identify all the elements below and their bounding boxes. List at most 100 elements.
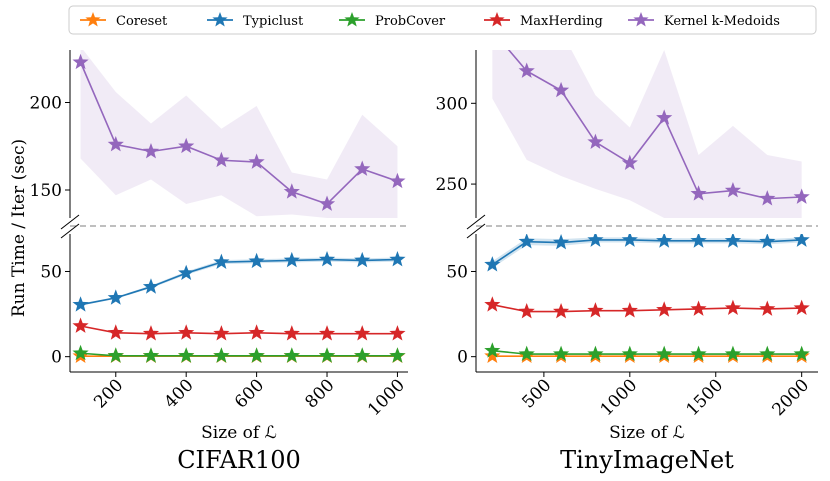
point-probcover: [484, 342, 501, 358]
point-kernel-k-medoids: [656, 109, 673, 125]
point-typiclust: [248, 252, 265, 269]
point-maxherding: [142, 325, 160, 341]
point-maxherding: [793, 299, 810, 315]
point-kernel-k-medoids: [213, 151, 230, 168]
point-typiclust: [318, 251, 336, 267]
axis-break-mark: [466, 223, 486, 239]
x-tick-label: 400: [161, 375, 198, 412]
x-tick-label: 600: [231, 375, 268, 412]
series-kernel-k-medoids: [507, 50, 810, 206]
point-maxherding: [354, 325, 371, 341]
point-maxherding: [283, 325, 300, 341]
legend-marker-star-icon: [212, 12, 228, 27]
point-maxherding: [518, 303, 535, 319]
point-maxherding: [484, 296, 501, 312]
panel-tinyimagenet: 250 300 0 50 500 1000 1500 2000 Size of ℒ TinyIma…: [436, 50, 818, 474]
series-probcover: [72, 344, 406, 363]
point-probcover: [552, 345, 570, 361]
y-tick-label: 250: [436, 175, 468, 195]
series-line-probcover: [492, 349, 802, 355]
point-typiclust: [690, 234, 707, 248]
band-typiclust: [80, 257, 398, 306]
y-tick-label: 0: [51, 348, 62, 368]
upper-plot-area: [72, 50, 406, 218]
point-kernel-k-medoids: [389, 172, 406, 189]
panel-cifar100: 150 200 0 50 200 400 600 800 1000 Size of ℒ CIFAR1…: [30, 50, 409, 474]
legend-label: Typiclust: [243, 14, 304, 29]
x-tick-label: 200: [90, 375, 127, 412]
point-probcover: [656, 345, 673, 361]
point-typiclust: [724, 234, 742, 248]
legend-label: Coreset: [116, 14, 168, 29]
point-maxherding: [389, 325, 406, 341]
point-maxherding: [72, 317, 89, 333]
y-tick-label: 300: [436, 94, 468, 114]
panel-title: CIFAR100: [177, 446, 301, 474]
point-kernel-k-medoids: [552, 81, 570, 98]
point-probcover: [142, 347, 160, 363]
legend-marker-star-icon: [633, 12, 649, 27]
x-tick-label: 2000: [769, 375, 814, 420]
series-typiclust: [484, 234, 810, 272]
series-maxherding: [484, 296, 810, 319]
legend: Coreset Typiclust ProbCover MaxHerding Kerne…: [68, 5, 817, 35]
point-typiclust: [518, 234, 535, 249]
point-kernel-k-medoids: [759, 190, 776, 206]
point-typiclust: [283, 251, 300, 268]
x-tick-label: 1000: [597, 375, 642, 420]
upper-plot-area: [492, 50, 810, 218]
legend-entry-kernel-k-medoids: Kernel k-Medoids: [628, 12, 780, 29]
y-tick-label: 200: [30, 94, 62, 114]
legend-marker-star-icon: [85, 12, 101, 27]
y-tick-label: 50: [446, 262, 468, 282]
point-typiclust: [354, 251, 371, 268]
y-tick-label: 0: [457, 348, 468, 368]
series-line-typiclust: [80, 258, 398, 306]
point-typiclust: [389, 251, 406, 267]
axis-break-mark: [60, 214, 80, 230]
point-probcover: [283, 347, 300, 363]
legend-label: ProbCover: [375, 14, 446, 29]
point-kernel-k-medoids: [248, 153, 265, 169]
point-maxherding: [724, 299, 742, 315]
point-probcover: [389, 347, 406, 363]
series-line-kernel-k-medoids: [79, 61, 398, 205]
point-maxherding: [107, 324, 124, 340]
point-typiclust: [107, 289, 124, 305]
series-probcover: [484, 342, 810, 361]
point-kernel-k-medoids: [793, 188, 810, 204]
legend-label: MaxHerding: [520, 14, 603, 29]
point-probcover: [178, 347, 195, 363]
point-probcover: [248, 347, 265, 363]
point-probcover: [213, 347, 230, 363]
band-typiclust: [492, 237, 802, 269]
legend-box: [68, 5, 817, 35]
point-typiclust: [142, 278, 160, 294]
point-probcover: [621, 345, 638, 361]
x-tick-label: 1500: [683, 375, 728, 420]
y-axis-label: Run Time / Iter (sec): [9, 139, 29, 317]
point-probcover: [72, 344, 89, 361]
legend-entry-probcover: ProbCover: [339, 12, 446, 29]
axis-break-mark: [60, 223, 80, 239]
point-probcover: [107, 347, 124, 363]
point-kernel-k-medoids: [72, 53, 89, 70]
legend-entry-maxherding: MaxHerding: [484, 12, 603, 29]
point-probcover: [518, 345, 535, 361]
point-typiclust: [793, 234, 810, 247]
point-typiclust: [178, 264, 195, 281]
axes: 250 300 0 50 500 1000 1500 2000: [436, 50, 818, 420]
point-maxherding: [621, 302, 638, 318]
series-line-kernel-k-medoids: [507, 50, 802, 200]
point-maxherding: [690, 300, 707, 316]
x-axis-label: Size of ℒ: [201, 423, 277, 443]
series-line-probcover: [80, 352, 398, 357]
point-maxherding: [213, 325, 230, 341]
point-typiclust: [759, 234, 776, 249]
point-typiclust: [484, 256, 501, 272]
x-tick-label: 800: [301, 375, 338, 412]
point-typiclust: [213, 253, 230, 269]
point-maxherding: [759, 300, 776, 316]
series-kernel-k-medoids: [72, 53, 406, 211]
